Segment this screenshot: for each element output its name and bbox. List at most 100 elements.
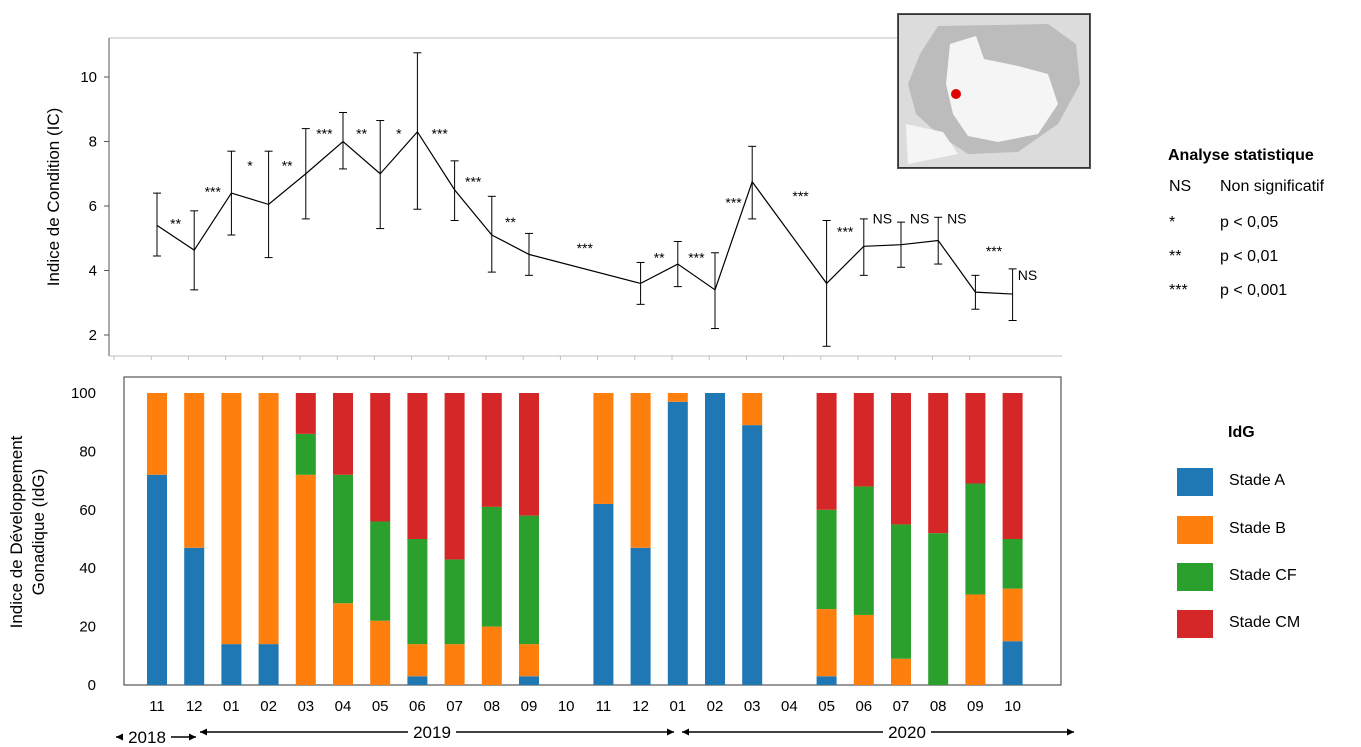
legend-swatch-stade-cm	[1177, 610, 1213, 638]
idg-bar-stade-b	[519, 644, 539, 677]
ic-y-tick-label: 2	[89, 327, 97, 344]
idg-y-tick-label: 60	[79, 502, 96, 519]
stats-symbol: *	[1169, 214, 1176, 231]
year-label-bg	[408, 721, 456, 741]
idg-y-tick-label: 100	[71, 385, 96, 402]
idg-bar-stade-b	[444, 644, 465, 685]
idg-y-tick-label: 40	[79, 560, 96, 577]
stats-meaning: Non significatif	[1220, 178, 1325, 195]
month-tick-label: 03	[297, 698, 314, 715]
idg-bar-stade-cf	[1002, 539, 1023, 589]
idg-bar-stade-cm	[370, 393, 391, 522]
idg-bar-stade-cm	[853, 393, 874, 487]
idg-y-tick-label: 20	[79, 619, 96, 636]
month-tick-label: 05	[818, 698, 835, 715]
idg-bar-stade-cm	[891, 393, 911, 525]
significance-label: ***	[725, 195, 742, 211]
idg-bar-stade-b	[630, 393, 651, 548]
idg-bar-stade-cm	[1002, 393, 1023, 539]
month-tick-label: 02	[260, 698, 277, 715]
stats-meaning: p < 0,05	[1220, 214, 1279, 231]
idg-bar-stade-a	[258, 644, 279, 685]
idg-bar-stade-cf	[444, 559, 465, 645]
month-tick-label: 09	[521, 698, 538, 715]
significance-label: *	[396, 125, 402, 141]
idg-bar-stade-cf	[928, 533, 949, 685]
year-label: 2018	[128, 728, 166, 747]
idg-bar-stade-a	[1002, 641, 1023, 685]
significance-label: ***	[688, 249, 705, 265]
idg-bar-stade-b	[295, 474, 316, 685]
significance-label: ***	[837, 224, 854, 240]
month-tick-label: 01	[669, 698, 686, 715]
year-axis: 2018 2019 2020	[116, 721, 1074, 747]
significance-label: *	[247, 158, 253, 174]
arrow-right-icon	[1067, 728, 1074, 736]
stats-legend-title: Analyse statistique	[1168, 147, 1314, 164]
significance-label: **	[505, 214, 516, 230]
significance-label: **	[170, 216, 181, 232]
idg-bar-stade-cf	[816, 509, 837, 610]
idg-bar-stade-cf	[370, 521, 391, 621]
idg-bar-stade-cm	[965, 393, 986, 484]
legend-label: Stade B	[1229, 520, 1286, 537]
ic-y-axis-title: Indice de Condition (IC)	[44, 108, 63, 287]
legend-swatch-stade-b	[1177, 516, 1213, 544]
site-marker-icon	[951, 89, 961, 99]
significance-label: **	[356, 125, 367, 141]
idg-y-axis-title: Indice de Développement	[7, 435, 26, 628]
idg-bar-stade-b	[667, 393, 688, 402]
ic-y-tick-label: 4	[89, 263, 97, 280]
idg-bar-stade-b	[965, 594, 986, 685]
idg-bar-stade-a	[630, 547, 651, 685]
map-inset	[897, 13, 1091, 169]
idg-bar-stade-b	[407, 644, 428, 677]
arrow-right-icon	[667, 728, 674, 736]
significance-label: **	[282, 158, 293, 174]
ic-y-tick-label: 10	[80, 69, 97, 86]
idg-bar-stade-b	[221, 393, 242, 645]
significance-label: ***	[792, 188, 809, 204]
idg-legend-item: Stade CM	[1177, 610, 1361, 640]
idg-bar-stade-a	[519, 676, 539, 685]
idg-bar-stade-b	[891, 658, 911, 685]
month-tick-label: 05	[372, 698, 389, 715]
arrow-left-icon	[200, 728, 207, 736]
stats-symbol: NS	[1169, 178, 1192, 195]
year-label-bg	[123, 726, 171, 746]
significance-label: ***	[205, 183, 222, 199]
idg-y-axis-title-line2: Gonadique (IdG)	[29, 469, 48, 596]
idg-legend-item: Stade CF	[1177, 563, 1361, 593]
significance-label: **	[654, 249, 665, 265]
idg-legend-item: Stade A	[1177, 468, 1361, 498]
legend-label: Stade CF	[1229, 567, 1297, 584]
significance-label: ***	[316, 125, 333, 141]
idg-bar-stade-cf	[965, 483, 986, 595]
month-tick-label: 10	[558, 698, 575, 715]
idg-bar-stade-a	[407, 676, 428, 685]
idg-bar-stade-a	[705, 393, 725, 685]
stats-symbol: **	[1169, 248, 1182, 265]
month-tick-label: 06	[855, 698, 872, 715]
idg-bar-stade-a	[816, 676, 837, 685]
idg-bar-stade-cm	[295, 393, 316, 434]
arrow-right-icon	[189, 733, 196, 741]
idg-bar-stade-cm	[481, 393, 502, 507]
idg-bar-stade-cf	[519, 515, 539, 645]
legend-label: Stade A	[1229, 472, 1286, 489]
year-label: 2020	[888, 723, 926, 742]
significance-label: ***	[986, 243, 1003, 259]
legend-swatch-stade-a	[1177, 468, 1213, 496]
month-tick-label: 11	[149, 698, 165, 715]
year-label: 2019	[413, 723, 451, 742]
idg-bar-stade-b	[853, 614, 874, 685]
month-tick-label: 04	[335, 698, 352, 715]
idg-bar-stade-cm	[333, 393, 353, 475]
month-tick-label: 02	[707, 698, 724, 715]
idg-bar-stade-cf	[853, 486, 874, 615]
month-tick-label: 09	[967, 698, 984, 715]
month-tick-label: 03	[744, 698, 761, 715]
